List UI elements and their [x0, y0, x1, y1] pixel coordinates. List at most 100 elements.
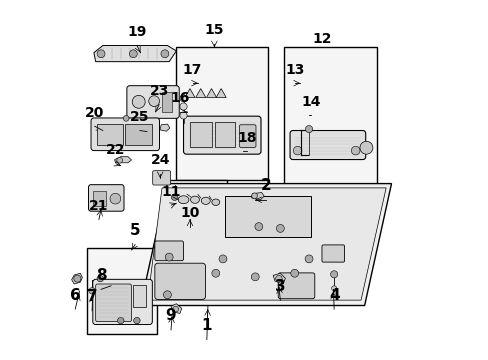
Text: 2: 2 — [260, 178, 271, 193]
Circle shape — [351, 146, 359, 155]
FancyBboxPatch shape — [93, 279, 152, 324]
Circle shape — [97, 50, 105, 58]
FancyBboxPatch shape — [88, 185, 124, 211]
Polygon shape — [206, 89, 216, 98]
Bar — [97, 124, 122, 145]
Text: 4: 4 — [328, 288, 339, 303]
FancyBboxPatch shape — [278, 273, 314, 299]
FancyBboxPatch shape — [91, 118, 159, 150]
Circle shape — [290, 269, 298, 277]
Text: 15: 15 — [204, 23, 224, 37]
Text: 14: 14 — [301, 95, 320, 109]
FancyBboxPatch shape — [289, 131, 365, 159]
Circle shape — [330, 271, 337, 278]
Circle shape — [123, 116, 129, 121]
Circle shape — [293, 146, 301, 155]
Polygon shape — [147, 188, 386, 300]
FancyBboxPatch shape — [239, 125, 255, 147]
Text: 12: 12 — [312, 32, 332, 46]
Polygon shape — [195, 89, 205, 98]
Circle shape — [254, 223, 262, 230]
Circle shape — [305, 126, 312, 133]
Text: 3: 3 — [274, 279, 285, 294]
Circle shape — [219, 255, 226, 263]
Ellipse shape — [201, 197, 210, 204]
Bar — [284, 47, 376, 187]
Bar — [167, 180, 226, 223]
Text: 9: 9 — [165, 309, 176, 323]
Text: 21: 21 — [89, 199, 108, 213]
Text: 18: 18 — [237, 131, 257, 145]
Ellipse shape — [190, 196, 199, 203]
Circle shape — [331, 286, 336, 291]
Polygon shape — [273, 273, 285, 284]
Bar — [125, 124, 152, 145]
Circle shape — [133, 318, 140, 324]
Circle shape — [172, 306, 178, 312]
FancyBboxPatch shape — [126, 86, 179, 118]
Circle shape — [180, 95, 187, 102]
Text: 8: 8 — [96, 268, 106, 283]
Circle shape — [171, 194, 178, 201]
Bar — [162, 92, 172, 112]
Circle shape — [97, 275, 103, 282]
Circle shape — [74, 275, 81, 282]
FancyBboxPatch shape — [321, 245, 344, 262]
Circle shape — [165, 253, 173, 261]
Polygon shape — [160, 124, 169, 131]
Polygon shape — [94, 45, 176, 62]
Ellipse shape — [178, 196, 188, 204]
Bar — [93, 191, 105, 206]
Circle shape — [163, 291, 171, 299]
Circle shape — [161, 50, 168, 58]
Text: 24: 24 — [150, 153, 170, 167]
FancyBboxPatch shape — [96, 284, 131, 321]
Ellipse shape — [211, 199, 219, 206]
Circle shape — [129, 50, 137, 58]
Polygon shape — [171, 304, 182, 314]
Circle shape — [180, 103, 187, 110]
Polygon shape — [115, 157, 131, 163]
Text: 1: 1 — [201, 318, 212, 333]
Text: 10: 10 — [180, 206, 199, 220]
FancyBboxPatch shape — [155, 241, 183, 261]
Text: 22: 22 — [106, 143, 125, 157]
Text: 5: 5 — [129, 223, 140, 238]
FancyBboxPatch shape — [183, 116, 261, 154]
Text: 13: 13 — [285, 63, 305, 77]
Polygon shape — [251, 193, 264, 200]
Text: 7: 7 — [86, 289, 97, 305]
Text: 6: 6 — [70, 288, 81, 303]
Circle shape — [148, 96, 159, 107]
Circle shape — [180, 112, 187, 119]
Circle shape — [276, 225, 284, 232]
Text: 17: 17 — [183, 63, 202, 77]
Bar — [224, 196, 310, 237]
Polygon shape — [140, 184, 391, 306]
FancyBboxPatch shape — [152, 171, 170, 185]
Polygon shape — [72, 273, 82, 284]
Text: 23: 23 — [149, 84, 168, 98]
Circle shape — [251, 193, 257, 199]
Polygon shape — [184, 89, 195, 98]
Circle shape — [110, 193, 121, 204]
Text: 20: 20 — [85, 106, 104, 120]
Circle shape — [251, 273, 259, 281]
Circle shape — [117, 318, 124, 324]
FancyBboxPatch shape — [155, 263, 205, 300]
Text: 11: 11 — [161, 185, 181, 199]
Circle shape — [211, 269, 219, 277]
Bar — [215, 122, 234, 147]
Text: 16: 16 — [170, 91, 189, 105]
Text: 25: 25 — [130, 110, 149, 124]
Circle shape — [117, 157, 122, 163]
Polygon shape — [216, 89, 226, 98]
Bar — [132, 285, 146, 307]
Text: 19: 19 — [127, 25, 146, 39]
Circle shape — [132, 95, 145, 108]
Circle shape — [305, 255, 312, 263]
Bar — [176, 47, 267, 180]
Circle shape — [359, 141, 372, 154]
Circle shape — [89, 288, 95, 294]
Bar — [190, 122, 211, 147]
